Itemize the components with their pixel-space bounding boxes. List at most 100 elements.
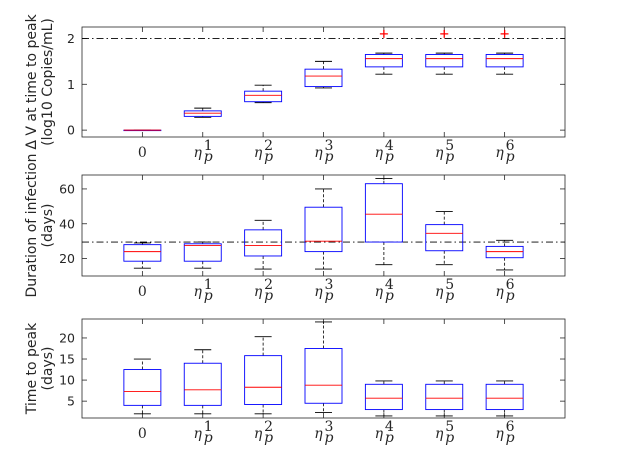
y-tick-label: 0 [67,123,75,138]
y-tick-label: 40 [59,216,75,231]
iqr-box [364,383,403,411]
x-category-superscript: 3 [325,419,334,435]
x-category-label: η [314,426,323,442]
x-category-label: η [435,145,444,161]
x-category-label: η [495,145,504,161]
y-axis-label-unit: (days) [40,204,56,248]
box-2: η 2p [244,175,283,304]
iqr-box [304,68,343,88]
x-category-label: η [435,426,444,442]
x-category-label: η [194,145,203,161]
iqr-box [244,90,283,103]
y-tick-label: 15 [59,352,75,367]
x-category-subscript: p [385,430,394,446]
box-0: 0 [123,319,162,442]
axes-frame [81,26,566,138]
box-3: η 3p [304,175,343,304]
box-1: η 1p [183,175,222,304]
y-axis-label: Time to peak [24,322,40,415]
x-category-subscript: p [445,430,454,446]
x-category-superscript: 1 [204,138,213,154]
outlier-marker [500,29,509,38]
x-category-subscript: p [445,149,454,165]
y-tick-label: 60 [59,181,75,196]
iqr-box [183,362,222,406]
panel-delta-v: 0 1 2 Δ V at time to peak (log10 Copies/mL) 0… [24,13,566,165]
x-category-label: η [194,426,203,442]
x-category-subscript: p [264,149,273,165]
x-category-label: η [375,426,384,442]
outlier-marker [440,29,449,38]
box-5: η 5p [425,319,464,446]
x-category-subscript: p [385,149,394,165]
x-category-label: η [375,145,384,161]
iqr-box [244,355,283,405]
iqr-box [425,383,464,411]
x-category-superscript: 4 [385,277,394,293]
x-category-subscript: p [506,288,515,304]
box-6: η 6p [485,27,524,165]
x-category-label: η [495,284,504,300]
iqr-box [425,54,464,68]
x-category-label: η [375,284,384,300]
x-category-label: η [254,145,263,161]
x-category-subscript: p [264,288,273,304]
x-category-superscript: 3 [325,277,334,293]
y-tick-label: 5 [67,394,75,409]
iqr-box [304,206,343,253]
iqr-box [304,348,343,404]
x-category-label: 0 [138,284,147,300]
iqr-box [485,54,524,68]
box-2: η 2p [244,27,283,165]
box-6: η 6p [485,175,524,304]
x-category-subscript: p [325,288,334,304]
x-category-superscript: 1 [204,277,213,293]
x-category-superscript: 6 [506,277,515,293]
x-category-label: η [314,284,323,300]
y-tick-label: 2 [67,31,75,46]
x-category-label: η [495,426,504,442]
box-3: η 3p [304,319,343,446]
box-5: η 5p [425,27,464,165]
x-category-label: η [194,284,203,300]
x-category-subscript: p [325,149,334,165]
y-axis-label-unit: (log10 Copies/mL) [40,18,56,146]
x-category-subscript: p [385,288,394,304]
box-1: η 1p [183,319,222,446]
iqr-box [123,369,162,406]
x-category-label: 0 [138,426,147,442]
x-category-label: η [254,284,263,300]
x-category-superscript: 2 [264,277,273,293]
y-tick-label: 10 [59,373,75,388]
y-tick-label: 20 [59,251,75,266]
x-category-superscript: 6 [506,138,515,154]
x-category-superscript: 3 [325,138,334,154]
box-6: η 6p [485,319,524,446]
x-category-subscript: p [204,149,213,165]
box-0: 0 [123,175,162,300]
iqr-box [425,224,464,252]
box-2: η 2p [244,319,283,446]
x-category-subscript: p [204,288,213,304]
iqr-box [244,229,283,257]
x-category-superscript: 4 [385,419,394,435]
box-4: η 4p [364,175,403,304]
x-category-subscript: p [325,430,334,446]
box-3: η 3p [304,27,343,165]
y-tick-label: 1 [67,77,75,92]
x-category-superscript: 6 [506,419,515,435]
x-category-superscript: 5 [445,419,454,435]
x-category-subscript: p [445,288,454,304]
x-category-label: 0 [138,145,147,161]
iqr-box [364,54,403,68]
iqr-box [183,110,222,117]
iqr-box [123,244,162,262]
x-category-subscript: p [264,430,273,446]
box-4: η 4p [364,319,403,446]
iqr-box [485,383,524,411]
iqr-box [364,183,403,243]
x-category-superscript: 4 [385,138,394,154]
